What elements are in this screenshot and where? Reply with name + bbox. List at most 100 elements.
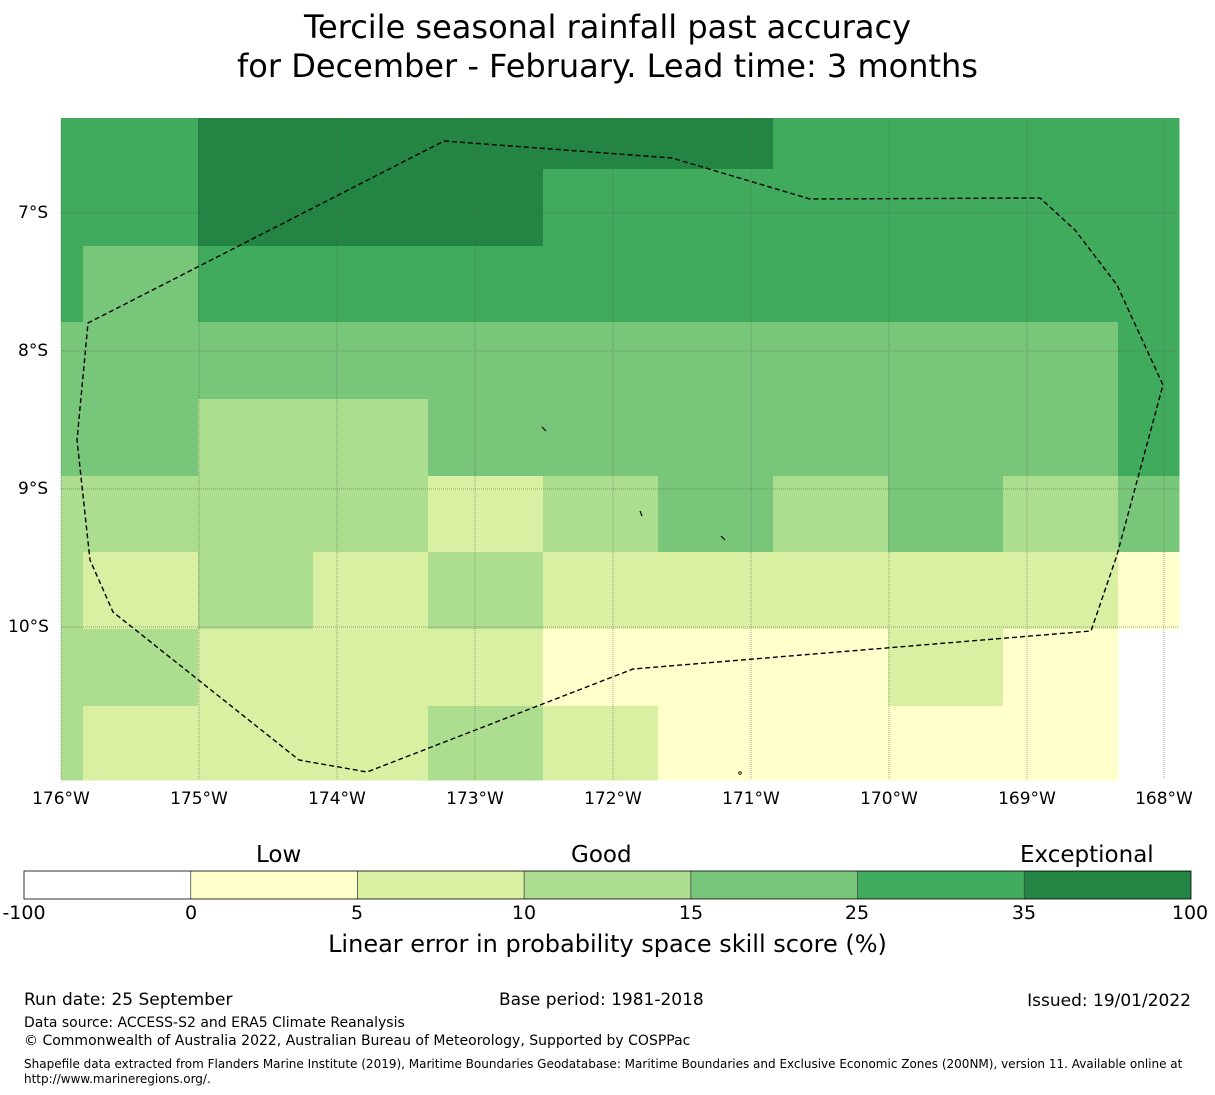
skill-cell: [543, 552, 659, 630]
skill-cell: [61, 629, 84, 707]
skill-cell: [61, 476, 84, 553]
skill-cell: [543, 706, 659, 781]
skill-cell: [773, 246, 889, 323]
skill-cell: [198, 399, 314, 477]
skill-cell: [83, 246, 199, 323]
lon-tick-label: 175°W: [170, 789, 228, 809]
skill-cell: [198, 476, 314, 553]
lon-tick-label: 176°W: [32, 789, 90, 809]
lat-tick-label: 10°S: [8, 617, 49, 637]
skill-cell: [658, 476, 774, 553]
colorbar-tick: 5: [350, 902, 364, 924]
skill-cell: [83, 706, 199, 781]
lon-tick-label: 170°W: [860, 789, 918, 809]
title-line-2: for December - February. Lead time: 3 mo…: [237, 47, 978, 85]
colorbar-segment: [24, 871, 191, 899]
skill-cell: [1003, 118, 1119, 170]
skill-cell: [83, 169, 199, 247]
skill-cell: [61, 399, 84, 477]
skill-cell: [61, 118, 84, 170]
skill-cell: [1118, 552, 1180, 630]
skill-cell: [83, 322, 199, 400]
skill-cell: [888, 476, 1004, 553]
skill-cell: [658, 246, 774, 323]
skill-cell: [428, 706, 544, 781]
graticule: [60, 118, 1179, 780]
skill-cell: [428, 476, 544, 553]
legend-category-low: Low: [256, 842, 302, 868]
skill-grid: [61, 118, 1180, 781]
skill-cell: [543, 399, 659, 477]
skill-cell: [198, 118, 314, 170]
lon-tick-label: 174°W: [308, 789, 366, 809]
legend-category-exceptional: Exceptional: [1020, 842, 1154, 868]
skill-cell: [61, 552, 84, 630]
skill-cell: [658, 118, 774, 170]
island-1: [541, 426, 547, 432]
base-period: Base period: 1981-2018: [499, 990, 704, 1010]
skill-cell: [658, 169, 774, 247]
skill-cell: [1118, 246, 1180, 323]
skill-cell: [773, 629, 889, 707]
skill-cell: [658, 629, 774, 707]
skill-cell: [543, 629, 659, 707]
colorbar-segment: [690, 871, 858, 899]
skill-cell: [1003, 629, 1119, 707]
lat-tick-label: 7°S: [18, 203, 49, 223]
colorbar-segment: [857, 871, 1025, 899]
colorbar-segment: [190, 871, 358, 899]
skill-cell: [1118, 322, 1180, 400]
skill-cell: [1003, 706, 1119, 781]
skill-cell: [1118, 476, 1180, 553]
skill-cell: [773, 706, 889, 781]
skill-cell: [83, 476, 199, 553]
skill-cell: [888, 169, 1004, 247]
skill-cell: [888, 399, 1004, 477]
colorbar-tick: 10: [511, 902, 537, 924]
island-2: [639, 510, 643, 517]
skill-cell: [888, 706, 1004, 781]
skill-cell: [61, 169, 84, 247]
skill-cell: [1003, 399, 1119, 477]
colorbar-tick: 15: [678, 902, 704, 924]
skill-cell: [61, 246, 84, 323]
title-line-1: Tercile seasonal rainfall past accuracy: [303, 8, 912, 46]
skill-cell: [1118, 169, 1180, 247]
skill-cell: [198, 706, 314, 781]
skill-cell: [83, 629, 199, 707]
data-source: Data source: ACCESS-S2 and ERA5 Climate …: [24, 1015, 405, 1031]
skill-cell: [313, 118, 429, 170]
skill-cell: [198, 552, 314, 630]
lon-tick-label: 173°W: [446, 789, 504, 809]
skill-cell: [313, 552, 429, 630]
colorbar-tick: -100: [2, 902, 46, 924]
skill-cell: [313, 629, 429, 707]
skill-cell: [658, 552, 774, 630]
skill-cell: [313, 169, 429, 247]
skill-cell: [428, 629, 544, 707]
colorbar-segment: [357, 871, 525, 899]
skill-cell: [313, 246, 429, 323]
shapefile-credit: Shapefile data extracted from Flanders M…: [24, 1057, 1183, 1086]
issued-date: Issued: 19/01/2022: [1027, 991, 1191, 1011]
colorbar-tick: 35: [1011, 902, 1037, 924]
skill-cell: [658, 706, 774, 781]
skill-cell: [83, 118, 199, 170]
skill-cell: [83, 552, 199, 630]
skill-cell: [1003, 322, 1119, 400]
skill-cell: [543, 118, 659, 170]
skill-cell: [313, 706, 429, 781]
skill-cell: [543, 322, 659, 400]
legend-category-good: Good: [571, 842, 632, 868]
skill-cell: [61, 706, 84, 781]
colorbar-tick: 0: [184, 902, 198, 924]
skill-cell: [198, 629, 314, 707]
skill-cell: [61, 322, 84, 400]
skill-cell: [773, 169, 889, 247]
skill-cell: [773, 399, 889, 477]
skill-cell: [658, 322, 774, 400]
skill-cell: [773, 322, 889, 400]
skill-cell: [773, 476, 889, 553]
skill-cell: [1003, 476, 1119, 553]
